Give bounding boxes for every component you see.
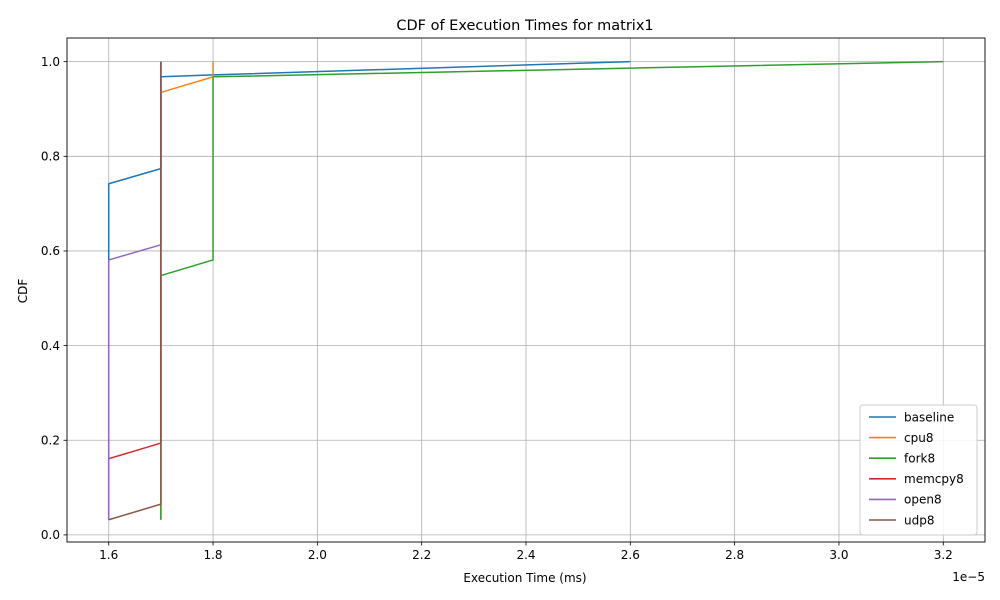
x-axis-scale-label: 1e−5 — [952, 570, 985, 584]
x-tick-label: 1.6 — [99, 548, 118, 562]
x-tick-label: 3.2 — [934, 548, 953, 562]
legend-label-open8: open8 — [904, 493, 942, 507]
x-tick-label: 1.8 — [203, 548, 222, 562]
y-tick-label: 0.0 — [41, 528, 60, 542]
legend-label-udp8: udp8 — [904, 513, 934, 527]
ticks-layer: 1.6 1.8 2.0 2.2 2.4 2.6 2.8 3.0 3.2 0.0 0.2 0.4 0.6 0… — [41, 55, 953, 562]
x-tick-label: 2.4 — [516, 548, 535, 562]
series-layer — [107, 60, 944, 521]
y-tick-label: 0.6 — [41, 244, 60, 258]
legend-label-fork8: fork8 — [904, 452, 935, 466]
x-tick-label: 3.0 — [829, 548, 848, 562]
legend-label-cpu8: cpu8 — [904, 431, 933, 445]
x-tick-label: 2.0 — [308, 548, 327, 562]
grid-layer — [67, 38, 985, 542]
chart-title: CDF of Execution Times for matrix1 — [396, 18, 653, 34]
y-axis-label: CDF — [16, 279, 30, 304]
legend-label-baseline: baseline — [904, 410, 954, 424]
x-tick-label: 2.8 — [725, 548, 744, 562]
x-tick-label: 2.2 — [412, 548, 431, 562]
legend: baseline cpu8 fork8 memcpy8 open8 udp8 — [859, 404, 978, 536]
y-tick-label: 0.2 — [41, 433, 60, 447]
series-line-udp8 — [108, 61, 162, 521]
x-tick-label: 2.6 — [621, 548, 640, 562]
y-tick-label: 0.8 — [41, 150, 60, 164]
y-tick-label: 1.0 — [41, 55, 60, 69]
legend-label-memcpy8: memcpy8 — [904, 472, 964, 486]
x-axis-label: Execution Time (ms) — [463, 571, 586, 585]
y-tick-label: 0.4 — [41, 339, 60, 353]
